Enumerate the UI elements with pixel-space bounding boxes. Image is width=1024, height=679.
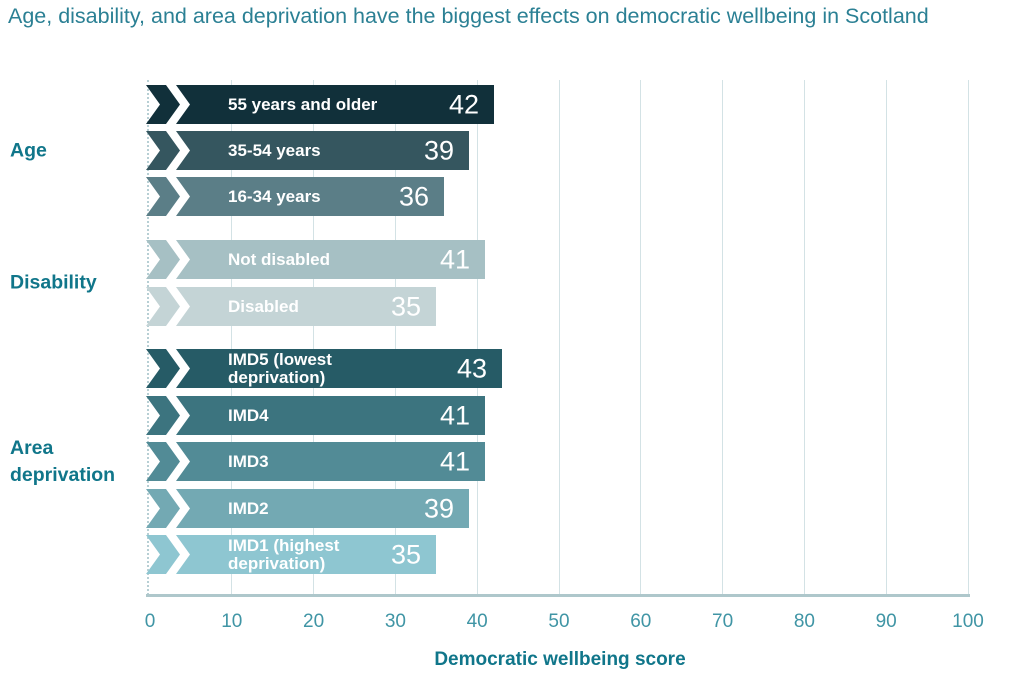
x-tick-label-20: 20 [303,611,325,632]
x-tick-label-10: 10 [221,611,243,632]
bar-value: 43 [456,353,487,383]
x-tick-label-70: 70 [712,611,734,632]
gridline [313,80,315,595]
bar-value: 36 [398,181,429,211]
group-label-area-deprivation: Area deprivation [10,436,116,486]
bar-chevron-shape [146,287,436,326]
bar-16-34-years: 16-34 years 36 [146,177,444,216]
x-axis-title: Democratic wellbeing score [434,649,686,670]
bar-label: 55 years and older [228,94,378,114]
x-tick-label-80: 80 [793,611,815,632]
gridline [722,80,724,595]
x-tick-label-60: 60 [630,611,652,632]
bar-imd2: IMD2 39 [146,489,469,528]
x-tick-label-50: 50 [548,611,570,632]
bar-chevron-shape [146,349,502,388]
bar-chevron-shape [146,489,469,528]
x-tick-label-0: 0 [144,611,156,632]
bar-chevron-shape [146,85,494,124]
bar-disabled: Disabled 35 [146,287,436,326]
gridline [476,80,478,595]
bar-value: 42 [448,89,479,119]
bar-value: 41 [439,244,470,274]
x-tick-label-30: 30 [384,611,406,632]
bar-value: 41 [439,446,470,476]
bar-chevron-shape [146,396,485,435]
x-tick-label-90: 90 [875,611,897,632]
x-tick-label-100: 100 [952,611,984,632]
x-axis-baseline [146,594,970,597]
bar-chevron-shape [146,177,444,216]
x-tick-label-40: 40 [466,611,488,632]
bar-55-years-and-older: 55 years and older 42 [146,85,494,124]
bar-value: 41 [439,400,470,430]
bar-chevron-shape [146,240,485,279]
bar-chevron-shape [146,442,485,481]
bar-imd1-highest-deprivation: IMD1 (highest deprivation) 35 [146,535,436,574]
bar-label: IMD4 [228,405,269,425]
bar-label: Disabled [228,296,299,316]
bar-imd4: IMD4 41 [146,396,485,435]
bar-imd5-lowest-deprivation: IMD5 (lowest deprivation) 43 [146,349,502,388]
bar-value: 39 [423,493,454,523]
bar-value: 39 [423,135,454,165]
gridline [885,80,887,595]
bar-label: IMD5 (lowest deprivation) [228,349,332,387]
bar-35-54-years: 35-54 years 39 [146,131,469,170]
bar-label: IMD3 [228,451,269,471]
bar-label: 35-54 years [228,140,321,160]
bar-chevron-shape [146,131,469,170]
bar-imd3: IMD3 41 [146,442,485,481]
gridline [640,80,642,595]
bar-label: IMD2 [228,498,269,518]
group-label-age: Age [10,139,47,161]
chart-title: Age, disability, and area deprivation ha… [8,4,929,28]
bar-value: 35 [390,291,421,321]
gridline [558,80,560,595]
bar-chevron-shape [146,535,436,574]
gridline [967,80,969,595]
gridline [394,80,396,595]
gridline [231,80,233,595]
bar-value: 35 [390,539,421,569]
gridline [803,80,805,595]
zero-gridline [147,80,149,595]
bar-not-disabled: Not disabled 41 [146,240,485,279]
bar-label: Not disabled [228,249,331,269]
bar-label: 16-34 years [228,186,321,206]
bar-label: IMD1 (highest deprivation) [228,535,340,573]
group-label-disability: Disability [10,271,97,294]
